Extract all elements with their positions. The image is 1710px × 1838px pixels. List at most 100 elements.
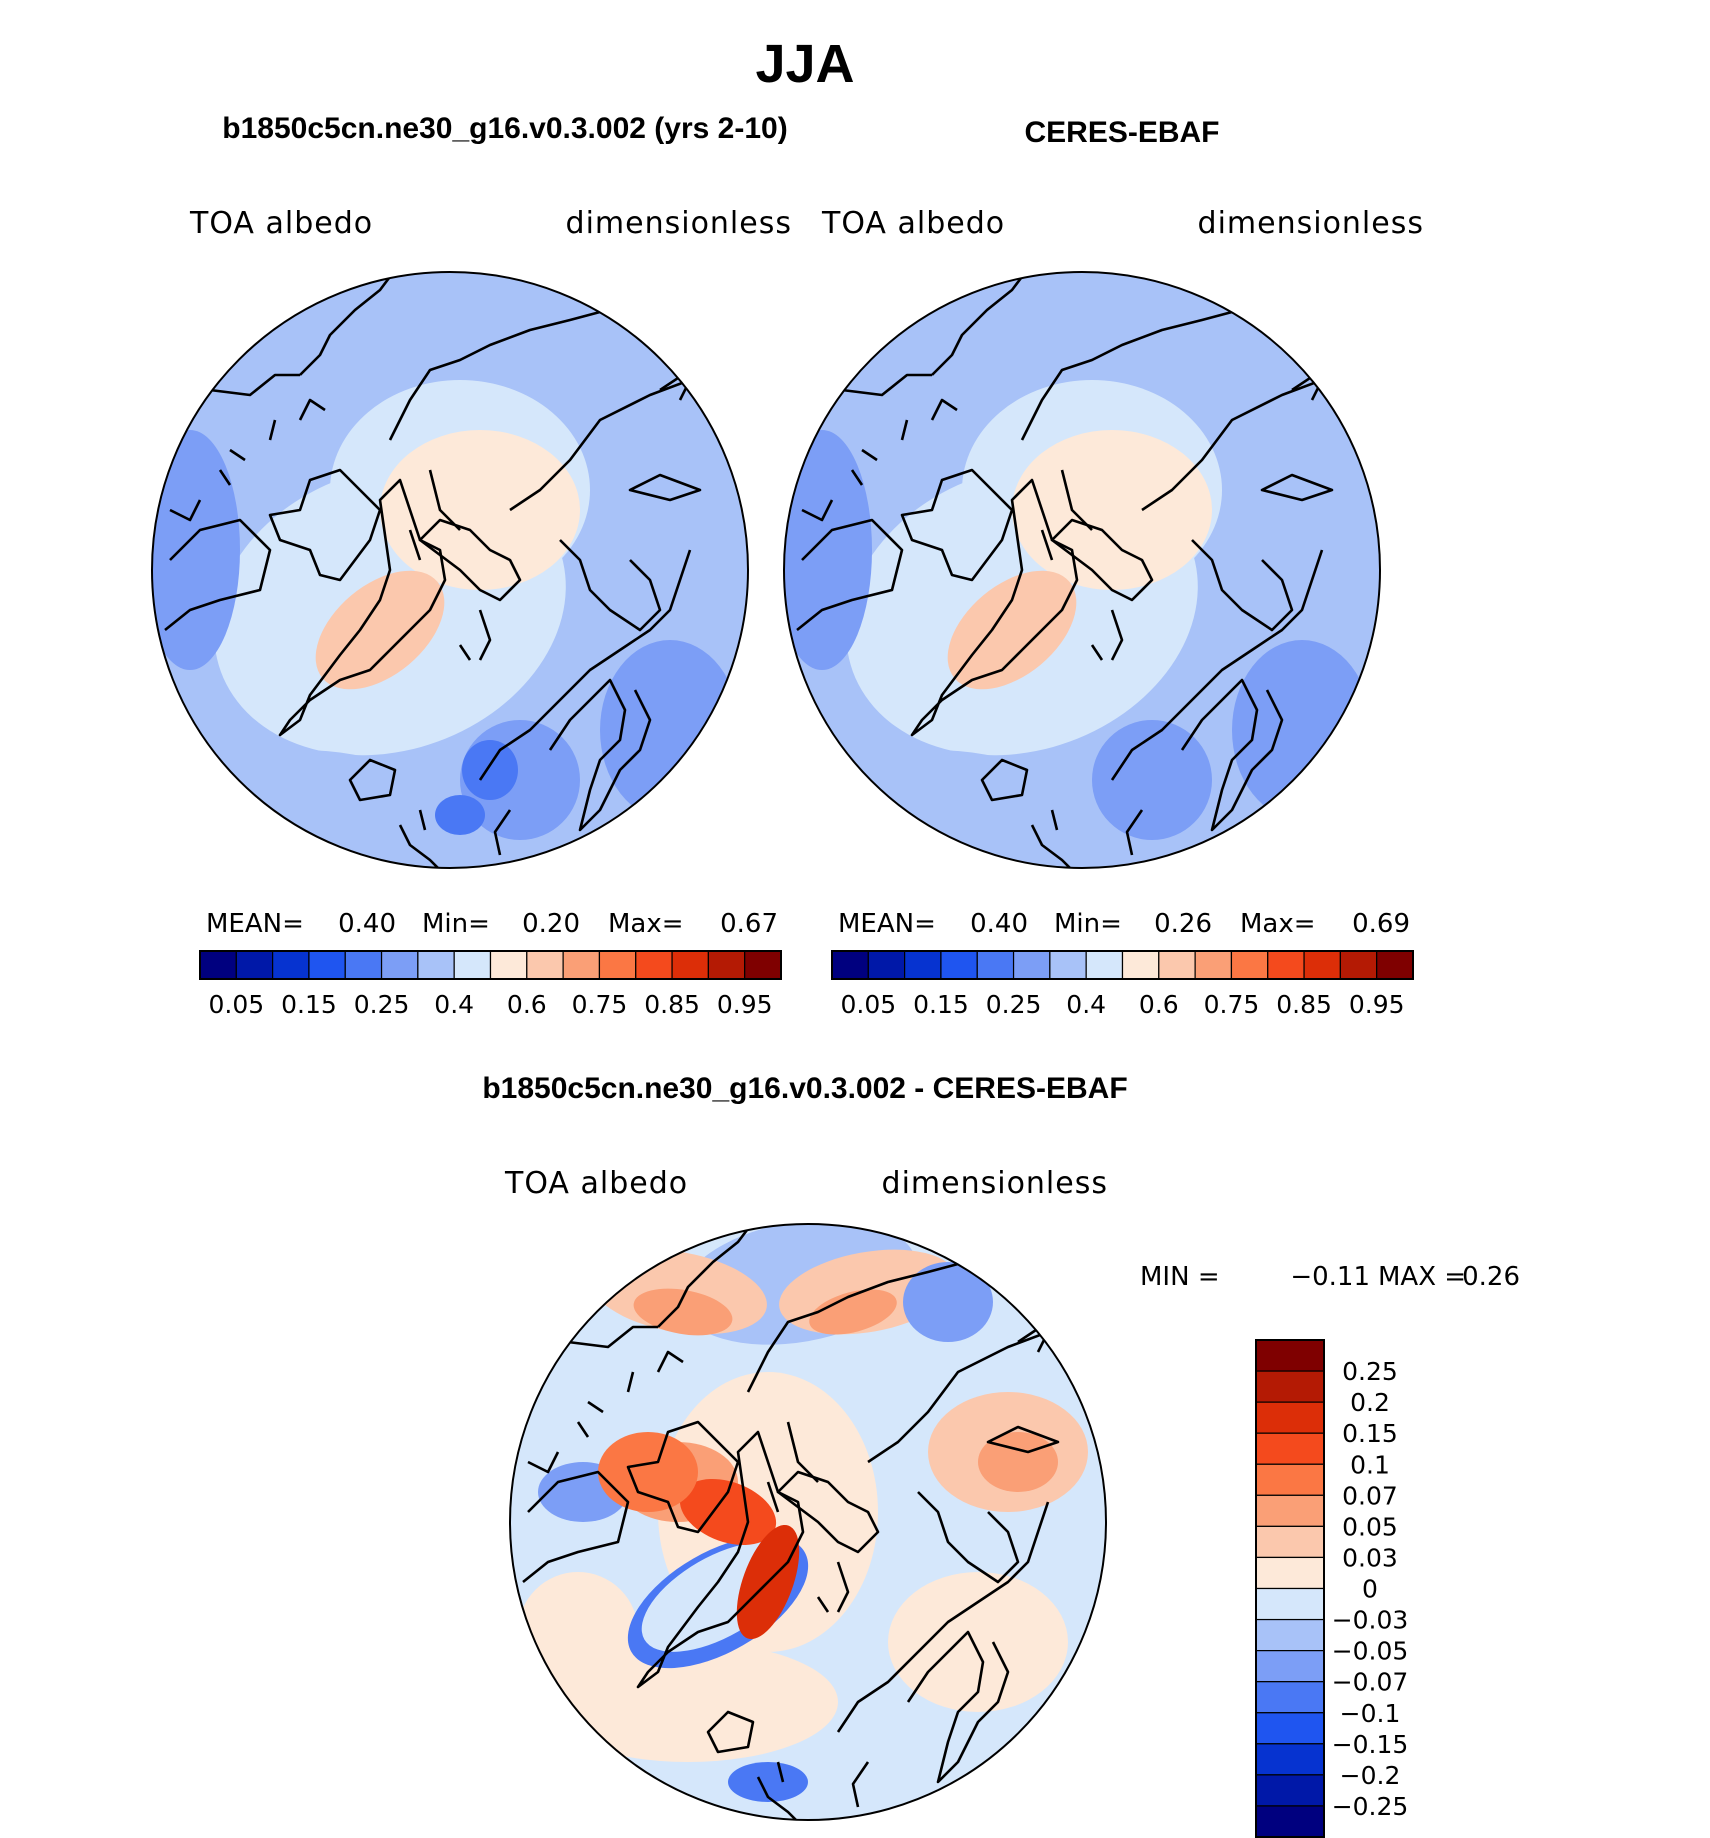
colorbar-tick-label: 0.95 bbox=[1349, 990, 1405, 1019]
colorbar-tick-label: 0.6 bbox=[507, 990, 547, 1019]
panel-title-obs: CERES-EBAF bbox=[1024, 116, 1219, 149]
colorbar-tick-label: 0.1 bbox=[1350, 1450, 1390, 1479]
colorbar-tick-label: 0.05 bbox=[1342, 1512, 1398, 1541]
colorbar-tick-label: 0.85 bbox=[644, 990, 700, 1019]
colorbar-swatch bbox=[235, 950, 274, 980]
colorbar-swatch bbox=[1255, 1681, 1325, 1714]
colorbar-swatch bbox=[380, 950, 419, 980]
colorbar-tick-label: 0.75 bbox=[1204, 990, 1260, 1019]
colorbar-swatch bbox=[744, 950, 782, 980]
field-region bbox=[888, 1572, 1068, 1712]
colorbar-swatch bbox=[1085, 950, 1124, 980]
field-region bbox=[792, 750, 1072, 868]
colorbar-swatch bbox=[1255, 1432, 1325, 1465]
colorbar-tick-label: 0.6 bbox=[1139, 990, 1179, 1019]
colorbar-frame bbox=[199, 950, 782, 980]
min-value: 0.20 bbox=[522, 909, 580, 939]
colorbar-swatch bbox=[1255, 1774, 1325, 1807]
field-region bbox=[462, 740, 518, 800]
panel-title-model: b1850c5cn.ne30_g16.v0.3.002 (yrs 2-10) bbox=[222, 112, 787, 145]
colorbar-tick-label: 0.2 bbox=[1350, 1388, 1390, 1417]
colorbar-tick-label: 0.4 bbox=[434, 990, 474, 1019]
colorbar-tick-label: 0.05 bbox=[208, 990, 264, 1019]
colorbar-tick-label: 0.25 bbox=[1342, 1357, 1398, 1386]
colorbar-swatch bbox=[707, 950, 746, 980]
colorbar-swatch bbox=[1255, 1805, 1325, 1838]
colorbar-swatch bbox=[1255, 1494, 1325, 1527]
field-region bbox=[728, 1762, 808, 1802]
colorbar-swatch bbox=[1376, 950, 1414, 980]
colorbar-swatch bbox=[1194, 950, 1233, 980]
colorbar-tick-label: −0.15 bbox=[1332, 1730, 1409, 1759]
map-boundary bbox=[509, 1223, 1107, 1821]
colorbar-swatch bbox=[526, 950, 564, 980]
colorbar-tick-label: 0.15 bbox=[1342, 1419, 1398, 1448]
map-field bbox=[784, 272, 1380, 868]
field-region bbox=[315, 570, 445, 690]
colorbar-swatch bbox=[1158, 950, 1196, 980]
colorbar-swatch bbox=[1255, 1401, 1325, 1434]
max-label: Max= bbox=[608, 909, 684, 939]
colorbar-swatch bbox=[1230, 950, 1269, 980]
colorbar-tick-label: −0.1 bbox=[1340, 1699, 1401, 1728]
units-label: dimensionless bbox=[882, 1166, 1108, 1201]
max-label: MAX = bbox=[1378, 1262, 1466, 1292]
min-label: Min= bbox=[1054, 909, 1122, 939]
min-label: Min= bbox=[422, 909, 490, 939]
field-region bbox=[679, 1479, 777, 1545]
field-region bbox=[978, 1432, 1058, 1492]
colorbar-frame bbox=[1255, 1339, 1325, 1838]
units-label: dimensionless bbox=[1198, 206, 1424, 241]
mean-value: 0.40 bbox=[970, 909, 1028, 939]
field-region bbox=[152, 430, 240, 670]
min-value: 0.26 bbox=[1154, 909, 1212, 939]
colorbar-tick-label: −0.2 bbox=[1340, 1761, 1401, 1790]
colorbar-tick-label: 0.03 bbox=[1342, 1543, 1398, 1572]
colorbar-swatch bbox=[1255, 1712, 1325, 1745]
field-region bbox=[947, 570, 1077, 690]
colorbar-swatch bbox=[671, 950, 709, 980]
colorbar-tick-label: 0.07 bbox=[1342, 1481, 1398, 1510]
field-region bbox=[784, 430, 872, 670]
field-region bbox=[538, 1642, 838, 1762]
mean-label: MEAN= bbox=[206, 909, 304, 939]
map-field bbox=[152, 272, 748, 868]
colorbar-swatch bbox=[562, 950, 601, 980]
colorbar-tick-label: 0.95 bbox=[717, 990, 773, 1019]
colorbar-swatch bbox=[489, 950, 528, 980]
colorbar-tick-label: −0.25 bbox=[1332, 1792, 1409, 1821]
field-region bbox=[435, 795, 485, 835]
colorbar-swatch bbox=[453, 950, 492, 980]
colorbar-tick-label: 0.25 bbox=[354, 990, 410, 1019]
colorbar-swatch bbox=[1255, 1525, 1325, 1559]
colorbar-swatch bbox=[904, 950, 942, 980]
field-region bbox=[809, 1289, 897, 1335]
colorbar-tick-label: 0 bbox=[1362, 1575, 1378, 1604]
colorbar-swatch bbox=[1255, 1370, 1325, 1403]
colorbar-swatch bbox=[1255, 1339, 1325, 1372]
field-region bbox=[633, 1288, 733, 1336]
min-label: MIN = bbox=[1140, 1262, 1220, 1292]
field-region bbox=[598, 1432, 698, 1512]
max-value: 0.26 bbox=[1462, 1262, 1520, 1292]
map-field bbox=[510, 1224, 1106, 1820]
colorbar-tick-label: 0.4 bbox=[1066, 990, 1106, 1019]
colorbar-swatch bbox=[1255, 1587, 1325, 1621]
colorbar-swatch bbox=[1049, 950, 1087, 980]
colorbar-swatch bbox=[635, 950, 673, 980]
colorbar-tick-label: 0.15 bbox=[281, 990, 337, 1019]
colorbar-swatch bbox=[976, 950, 1015, 980]
field-region bbox=[160, 750, 440, 868]
colorbar-tick-label: 0.25 bbox=[986, 990, 1042, 1019]
panel-title-diff: b1850c5cn.ne30_g16.v0.3.002 - CERES-EBAF bbox=[482, 1072, 1127, 1105]
field-region bbox=[903, 1262, 993, 1342]
colorbar-tick-label: 0.75 bbox=[572, 990, 628, 1019]
units-label: dimensionless bbox=[566, 206, 792, 241]
colorbar-swatch bbox=[1255, 1556, 1325, 1590]
colorbar-swatch bbox=[1339, 950, 1378, 980]
colorbar-tick-label: −0.05 bbox=[1332, 1637, 1409, 1666]
colorbar-swatch bbox=[344, 950, 383, 980]
colorbar-swatch bbox=[1255, 1463, 1325, 1496]
colorbar-swatch bbox=[199, 950, 237, 980]
